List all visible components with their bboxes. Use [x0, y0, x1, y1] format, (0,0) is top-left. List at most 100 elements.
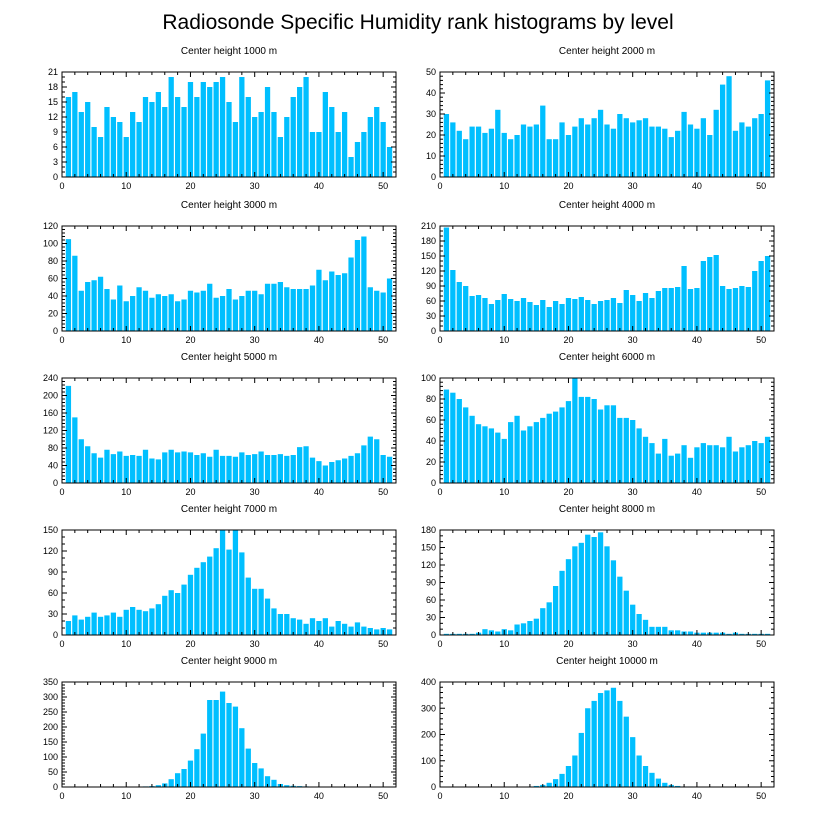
histogram-bar [623, 590, 629, 635]
histogram-bar [713, 445, 719, 483]
histogram-bar [533, 422, 539, 483]
histogram-bar [508, 422, 514, 483]
histogram-bar [450, 270, 456, 331]
histogram-bar [207, 700, 213, 787]
histogram-bar [252, 763, 258, 787]
histogram-bar [732, 451, 739, 483]
histogram-bar [207, 456, 213, 483]
histogram-bar [488, 304, 495, 331]
histogram-bar [456, 399, 462, 483]
histogram-bar [252, 454, 258, 484]
histogram-bar [85, 446, 91, 483]
histogram-bar [758, 114, 764, 177]
histogram-bar [681, 445, 687, 483]
x-tick-label: 50 [756, 639, 766, 649]
histogram-bar [91, 127, 97, 177]
histogram-bar [329, 271, 335, 331]
histogram-bar [649, 298, 655, 331]
panel: Center height 7000 m 0 10 20 30 40 50 0 30 60 90 12… [43, 504, 397, 649]
x-tick-label: 40 [314, 639, 324, 649]
histogram-bar [533, 305, 539, 331]
histogram-bar [316, 132, 322, 177]
histogram-bar [578, 118, 584, 177]
y-tick-label: 120 [43, 546, 58, 556]
histogram-bar [687, 631, 694, 635]
histogram-bar [764, 633, 771, 635]
histogram-bar [361, 445, 367, 484]
y-tick-label: 60 [426, 296, 436, 306]
histogram-bar [456, 633, 462, 635]
y-tick-label: 200 [43, 391, 58, 401]
histogram-bar [732, 130, 739, 177]
y-tick-label: 40 [48, 291, 58, 301]
histogram-bar [130, 455, 136, 483]
histogram-bar [565, 401, 572, 483]
histogram-bar [303, 446, 309, 483]
histogram-bar [142, 611, 149, 635]
histogram-bar [482, 298, 488, 331]
histogram-bar [495, 631, 501, 635]
histogram-bar [322, 92, 328, 177]
histogram-bar [578, 297, 584, 331]
histogram-bar [309, 285, 316, 331]
histogram-bar [232, 122, 239, 177]
histogram-bar [226, 289, 232, 331]
histogram-bar [181, 299, 187, 331]
histogram-bar [694, 128, 700, 177]
histogram-bar [329, 626, 335, 635]
histogram-bar [354, 622, 361, 635]
histogram-bar [380, 292, 386, 331]
x-tick-label: 40 [314, 791, 324, 801]
histogram-bar [668, 137, 674, 177]
histogram-bar [739, 447, 745, 483]
histogram-bar [604, 690, 610, 787]
histogram-bar [694, 288, 700, 331]
histogram-bar [271, 455, 277, 483]
histogram-bar [374, 107, 380, 177]
x-tick-label: 10 [499, 487, 509, 497]
histogram-bar [508, 139, 514, 177]
histogram-bar [78, 112, 84, 177]
histogram-bar [130, 607, 136, 635]
histogram-bar [219, 455, 226, 484]
histogram-bar [277, 454, 284, 484]
x-tick-label: 30 [628, 487, 638, 497]
histogram-bar [194, 97, 200, 177]
histogram-bar [104, 107, 110, 177]
panel-title: Center height 4000 m [559, 200, 655, 211]
histogram-bar [597, 301, 604, 331]
histogram-bar [732, 288, 739, 331]
histogram-bar [752, 271, 758, 331]
x-tick-label: 20 [185, 791, 195, 801]
histogram-bar [475, 295, 482, 331]
histogram-bar [463, 407, 469, 483]
histogram-bar [168, 779, 174, 787]
histogram-bar [655, 291, 662, 331]
y-tick-label: 0 [431, 172, 436, 182]
histogram-bar [219, 530, 226, 635]
panel: Center height 3000 m 0 10 20 30 40 50 0 20 40 60 80… [43, 200, 397, 345]
histogram-bar [687, 289, 694, 331]
histogram-bar [155, 459, 161, 484]
x-tick-label: 40 [692, 791, 702, 801]
histogram-bar [226, 455, 232, 484]
histogram-bar [630, 604, 636, 635]
histogram-bar [181, 107, 187, 177]
histogram-bar [585, 708, 591, 787]
histogram-bar [675, 785, 681, 787]
histogram-bar [623, 118, 629, 177]
histogram-bar [335, 132, 341, 177]
y-tick-label: 20 [426, 457, 436, 467]
histogram-bar [514, 135, 520, 177]
histogram-bar [367, 117, 373, 177]
histogram-bar [719, 286, 726, 331]
histogram-bar [367, 436, 373, 484]
histogram-bar [552, 411, 559, 483]
histogram-bar [540, 417, 546, 483]
histogram-bar [187, 760, 194, 787]
histogram-bar [649, 126, 655, 177]
histogram-bar [758, 261, 764, 331]
y-tick-label: 20 [426, 130, 436, 140]
histogram-bar [155, 92, 161, 177]
histogram-bar [559, 570, 565, 635]
